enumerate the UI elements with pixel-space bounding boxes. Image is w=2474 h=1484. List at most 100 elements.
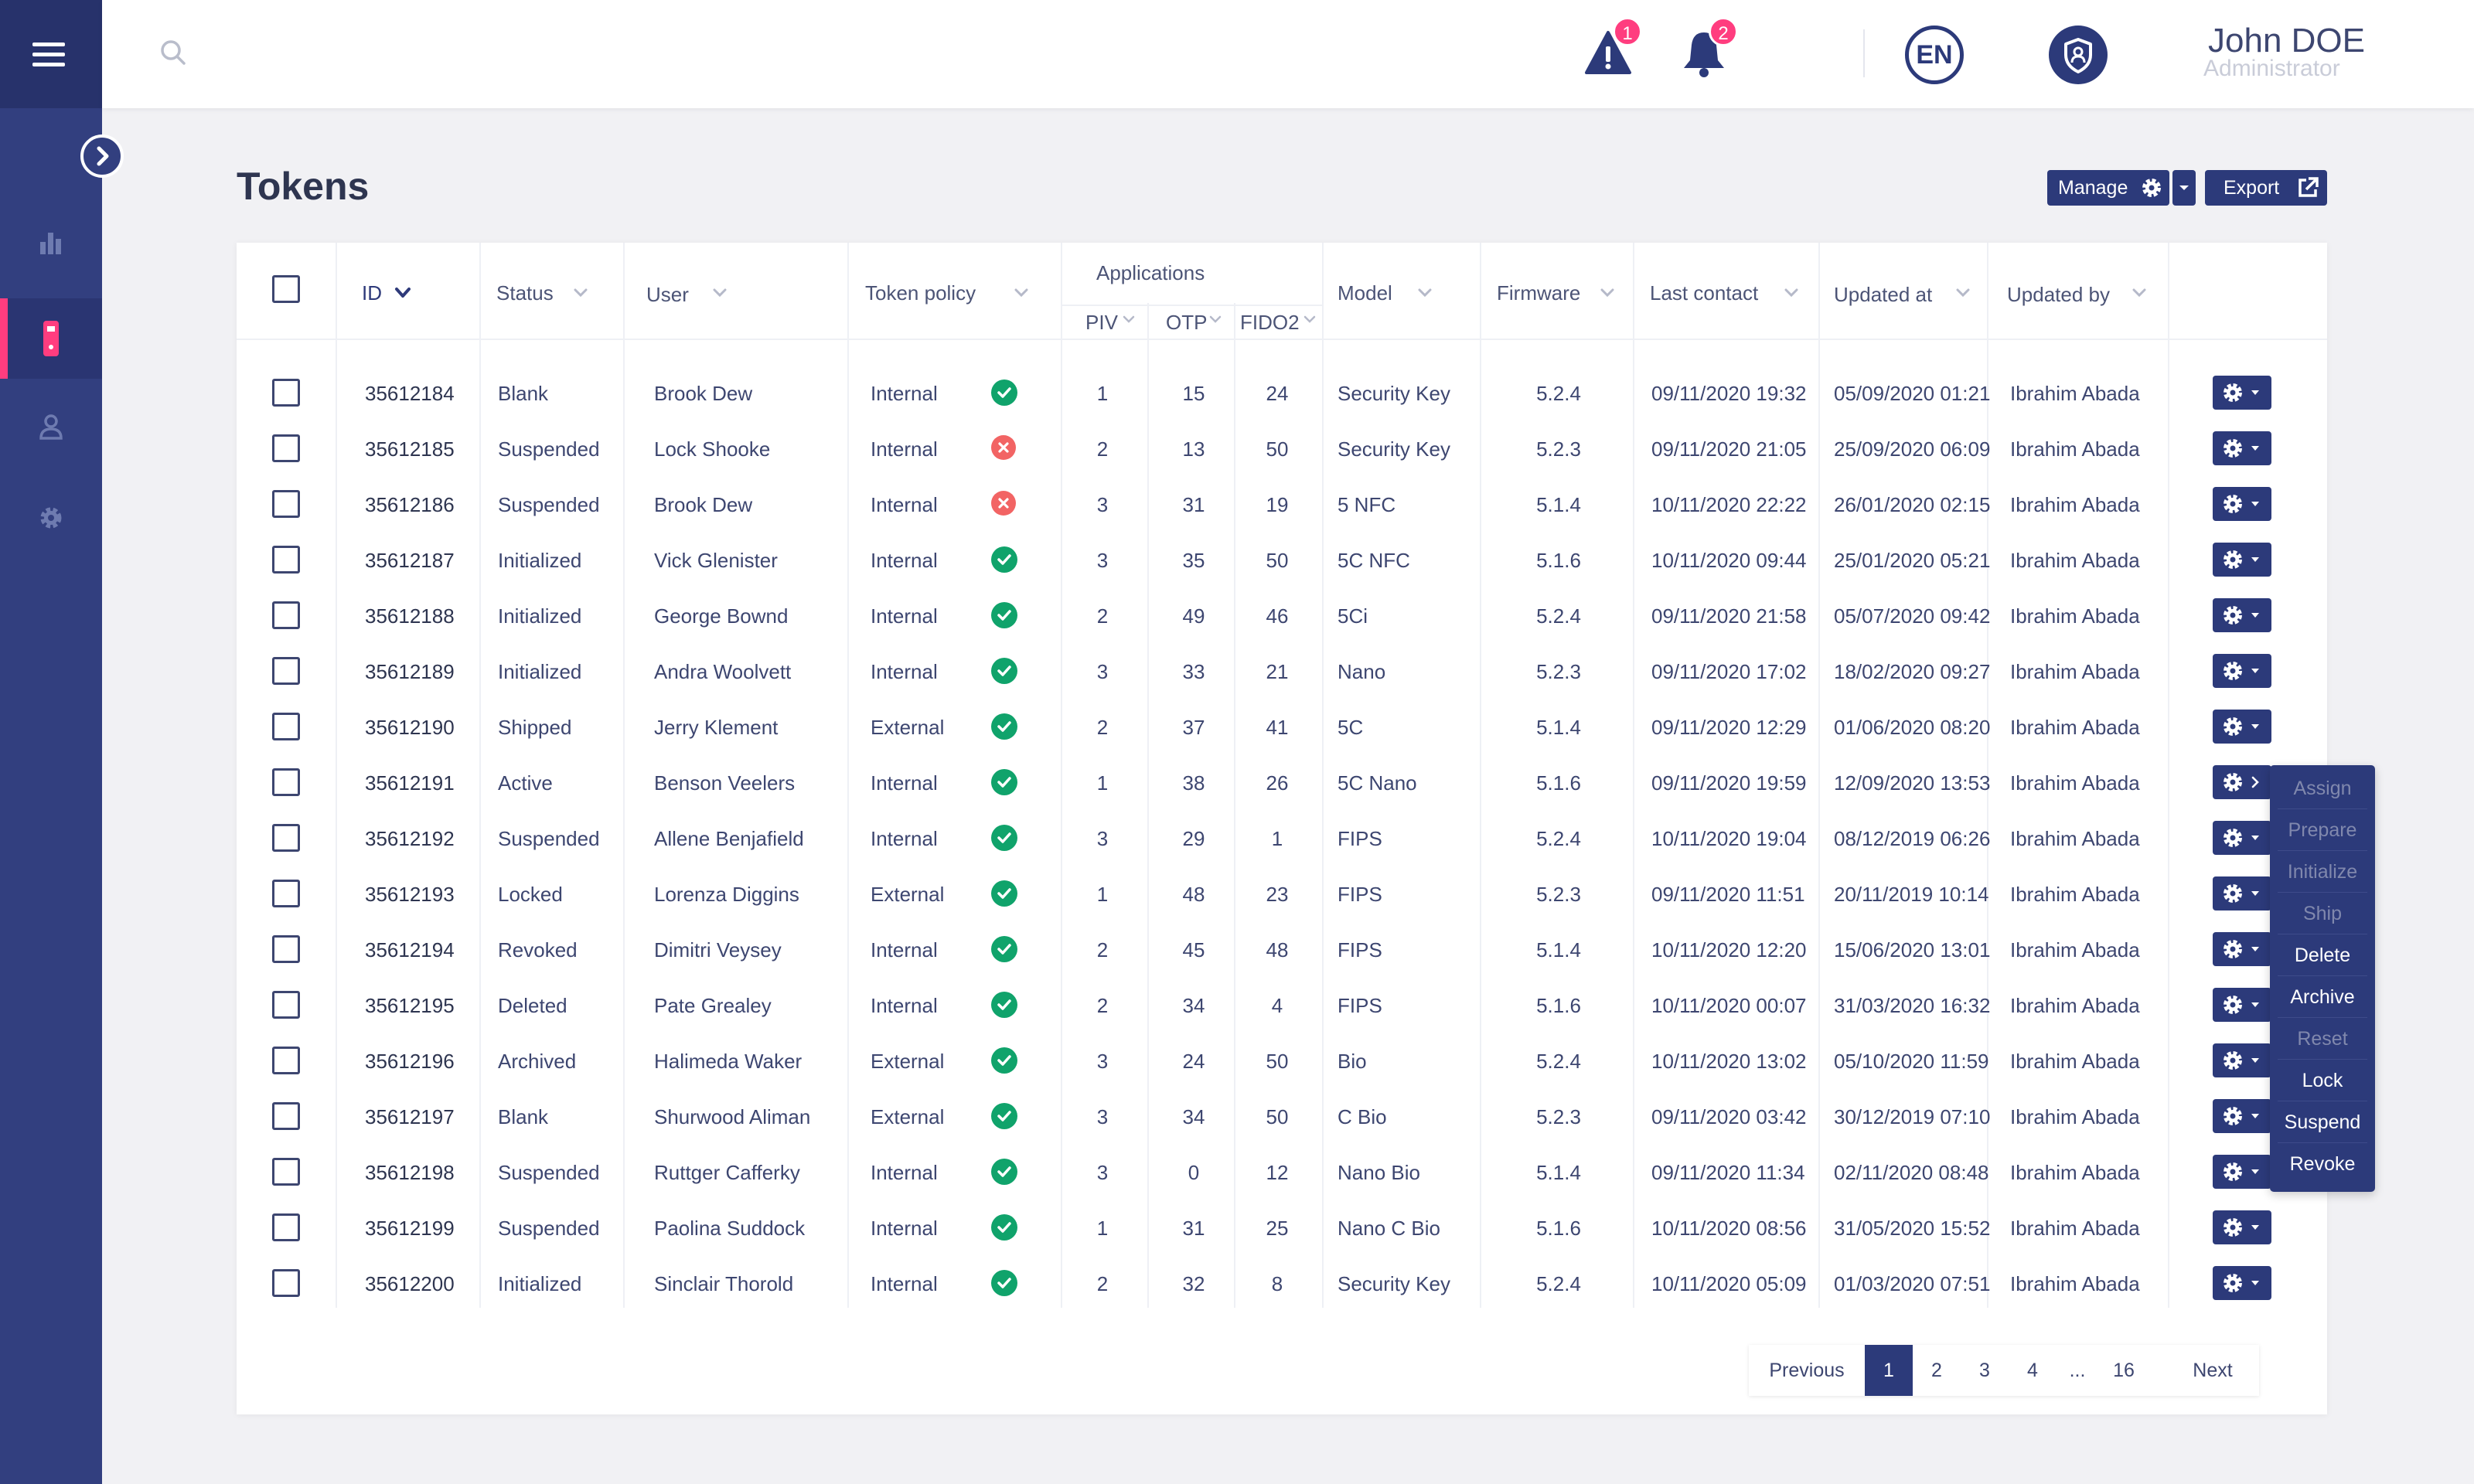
column-header-last-contact[interactable]: Last contact bbox=[1650, 281, 1759, 305]
chevron-down-icon[interactable] bbox=[572, 286, 589, 300]
cell-last-contact: 09/11/2020 11:34 bbox=[1651, 1161, 1805, 1184]
cell-last-contact: 10/11/2020 00:07 bbox=[1651, 994, 1807, 1017]
pagination-previous[interactable]: Previous bbox=[1769, 1360, 1845, 1381]
row-checkbox[interactable] bbox=[272, 434, 300, 462]
row-actions-button[interactable] bbox=[2213, 710, 2271, 744]
sidebar-item-users[interactable] bbox=[0, 386, 102, 467]
row-actions-button[interactable] bbox=[2213, 598, 2271, 632]
row-actions-button[interactable] bbox=[2213, 543, 2271, 577]
row-checkbox[interactable] bbox=[272, 379, 300, 407]
chevron-down-icon[interactable] bbox=[2131, 286, 2148, 300]
row-checkbox[interactable] bbox=[272, 1102, 300, 1130]
row-actions-button[interactable] bbox=[2213, 376, 2271, 410]
column-header-otp[interactable]: OTP bbox=[1166, 311, 1208, 334]
row-checkbox[interactable] bbox=[272, 935, 300, 963]
column-header-piv[interactable]: PIV bbox=[1085, 311, 1118, 334]
cell-otp: 49 bbox=[1182, 604, 1205, 628]
chevron-down-icon[interactable] bbox=[1013, 286, 1030, 300]
row-checkbox[interactable] bbox=[272, 1269, 300, 1297]
chevron-down-icon[interactable] bbox=[1599, 286, 1616, 300]
sidebar-item-dashboard[interactable] bbox=[0, 203, 102, 283]
row-actions-button[interactable] bbox=[2213, 431, 2271, 465]
menu-item-archive[interactable]: Archive bbox=[2290, 986, 2355, 1008]
search-icon[interactable] bbox=[158, 37, 189, 68]
column-header-firmware[interactable]: Firmware bbox=[1497, 281, 1581, 305]
row-checkbox[interactable] bbox=[272, 1158, 300, 1186]
row-actions-button[interactable] bbox=[2213, 765, 2271, 799]
sidebar-item-tokens[interactable] bbox=[0, 298, 102, 379]
row-checkbox[interactable] bbox=[272, 546, 300, 574]
row-actions-button[interactable] bbox=[2213, 487, 2271, 521]
chevron-down-icon[interactable] bbox=[711, 286, 728, 300]
column-header-applications: Applications bbox=[1096, 261, 1205, 284]
chevron-down-icon[interactable] bbox=[1121, 314, 1136, 326]
cell-id: 35612195 bbox=[365, 994, 455, 1017]
row-checkbox[interactable] bbox=[272, 768, 300, 796]
pagination-page-2[interactable]: 2 bbox=[1931, 1360, 1942, 1381]
row-checkbox[interactable] bbox=[272, 991, 300, 1019]
row-actions-button[interactable] bbox=[2213, 1155, 2271, 1189]
pagination-page-16[interactable]: 16 bbox=[2113, 1360, 2135, 1381]
row-checkbox[interactable] bbox=[272, 657, 300, 685]
gear-icon bbox=[40, 507, 62, 529]
sort-desc-icon[interactable] bbox=[394, 286, 411, 300]
menu-toggle-button[interactable] bbox=[0, 0, 102, 108]
chevron-down-icon[interactable] bbox=[1954, 286, 1971, 300]
menu-item-revoke[interactable]: Revoke bbox=[2289, 1153, 2356, 1175]
row-actions-button[interactable] bbox=[2213, 1210, 2271, 1244]
menu-item-suspend[interactable]: Suspend bbox=[2284, 1111, 2361, 1133]
column-header-status[interactable]: Status bbox=[496, 281, 554, 305]
sidebar-item-settings[interactable] bbox=[0, 478, 102, 558]
column-header-id[interactable]: ID bbox=[362, 281, 382, 305]
column-header-updated-by[interactable]: Updated by bbox=[2007, 283, 2110, 306]
row-actions-button[interactable] bbox=[2213, 932, 2271, 966]
row-checkbox[interactable] bbox=[272, 490, 300, 518]
notifications-button[interactable]: 2 bbox=[1679, 17, 1738, 82]
menu-item-lock[interactable]: Lock bbox=[2302, 1070, 2343, 1091]
export-button[interactable]: Export bbox=[2205, 170, 2327, 206]
cell-policy: External bbox=[871, 1050, 945, 1073]
pagination-next[interactable]: Next bbox=[2193, 1360, 2233, 1381]
row-checkbox[interactable] bbox=[272, 880, 300, 907]
column-header-model[interactable]: Model bbox=[1338, 281, 1392, 305]
user-name[interactable]: John DOE bbox=[2208, 22, 2365, 60]
row-actions-button[interactable] bbox=[2213, 1099, 2271, 1133]
column-header-token-policy[interactable]: Token policy bbox=[865, 281, 976, 305]
row-actions-button[interactable] bbox=[2213, 821, 2271, 855]
row-actions-button[interactable] bbox=[2213, 876, 2271, 910]
row-checkbox[interactable] bbox=[272, 824, 300, 852]
chevron-down-icon[interactable] bbox=[1208, 314, 1223, 326]
security-button[interactable] bbox=[2049, 26, 2108, 84]
row-actions-button[interactable] bbox=[2213, 1043, 2271, 1077]
manage-button[interactable]: Manage bbox=[2047, 170, 2169, 206]
cell-fido2: 19 bbox=[1266, 493, 1289, 516]
menu-item-prepare: Prepare bbox=[2288, 819, 2357, 841]
chevron-down-icon[interactable] bbox=[1783, 286, 1800, 300]
row-checkbox[interactable] bbox=[272, 1213, 300, 1241]
gear-icon bbox=[2224, 1162, 2259, 1181]
row-actions-button[interactable] bbox=[2213, 654, 2271, 688]
row-checkbox[interactable] bbox=[272, 1047, 300, 1074]
manage-dropdown-toggle[interactable] bbox=[2172, 170, 2196, 206]
row-checkbox[interactable] bbox=[272, 601, 300, 629]
notifications-count-badge: 2 bbox=[1709, 17, 1738, 46]
cell-updated-by: Ibrahim Abada bbox=[2010, 1050, 2140, 1073]
cell-updated-by: Ibrahim Abada bbox=[2010, 382, 2140, 405]
chevron-down-icon[interactable] bbox=[1302, 314, 1317, 326]
menu-item-delete[interactable]: Delete bbox=[2294, 945, 2351, 966]
pagination-page-3[interactable]: 3 bbox=[1979, 1360, 1990, 1381]
language-switcher[interactable]: EN bbox=[1905, 26, 1964, 84]
row-actions-button[interactable] bbox=[2213, 1266, 2271, 1300]
pagination-page-1[interactable]: 1 bbox=[1865, 1345, 1913, 1396]
alerts-button[interactable]: 1 bbox=[1583, 17, 1642, 82]
column-header-user[interactable]: User bbox=[646, 283, 689, 306]
column-header-updated-at[interactable]: Updated at bbox=[1834, 283, 1933, 306]
sidebar-expand-button[interactable] bbox=[80, 134, 124, 178]
cell-piv: 2 bbox=[1096, 604, 1109, 628]
select-all-checkbox[interactable] bbox=[272, 275, 300, 303]
column-header-fido2[interactable]: FIDO2 bbox=[1240, 311, 1300, 334]
row-actions-button[interactable] bbox=[2213, 988, 2271, 1022]
chevron-down-icon[interactable] bbox=[1416, 286, 1433, 300]
row-checkbox[interactable] bbox=[272, 713, 300, 740]
pagination-page-4[interactable]: 4 bbox=[2027, 1360, 2038, 1381]
